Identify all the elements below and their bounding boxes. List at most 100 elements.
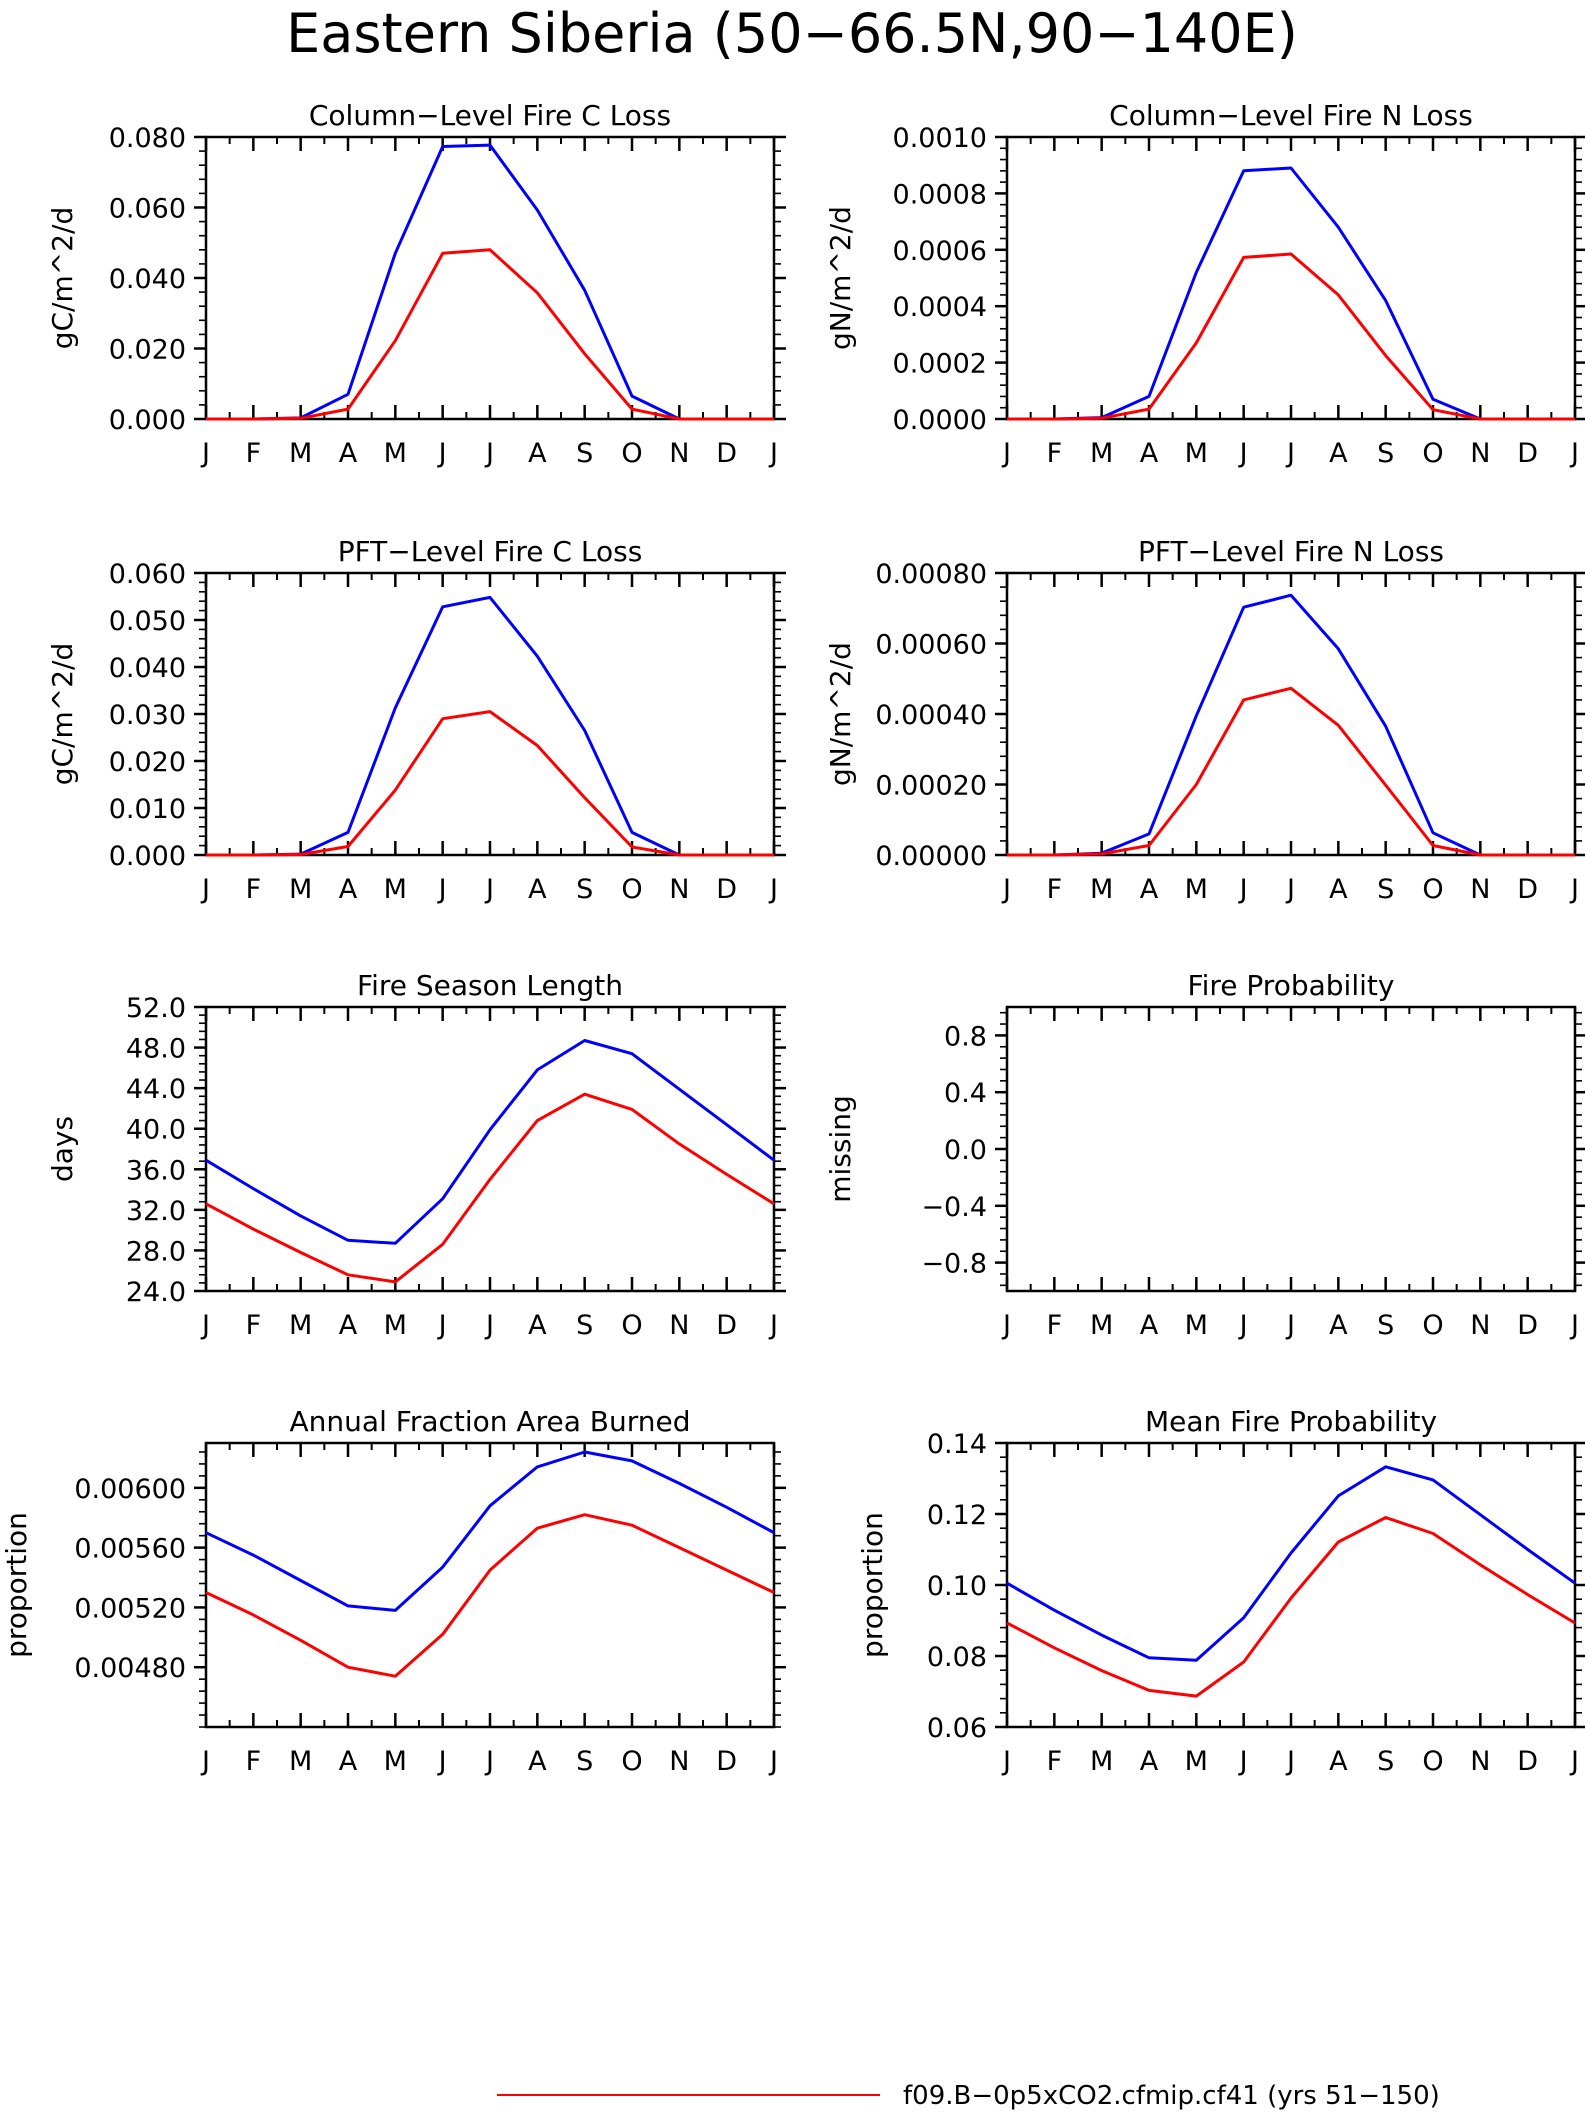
plot-frame	[1005, 571, 1577, 857]
series-line	[206, 710, 774, 857]
x-tick-label: S	[576, 438, 593, 469]
y-tick-label: 36.0	[126, 1155, 186, 1186]
y-tick-label: 0.4	[944, 1078, 987, 1109]
series-line	[205, 1092, 775, 1284]
chart-title: PFT−Level Fire C Loss	[338, 535, 643, 568]
y-tick-label: −0.4	[921, 1192, 987, 1223]
x-tick-label: M	[289, 438, 312, 469]
x-tick-label: O	[1422, 438, 1443, 469]
x-tick-label: J	[1001, 874, 1011, 905]
x-tick-label: J	[1238, 1746, 1248, 1777]
x-tick-label: O	[1422, 1310, 1443, 1341]
x-tick-label: J	[768, 438, 778, 469]
x-tick-label: M	[289, 1746, 312, 1777]
y-tick-label: 0.00060	[875, 630, 987, 661]
x-tick-label: J	[1001, 1310, 1011, 1341]
chart-title: Mean Fire Probability	[1145, 1405, 1437, 1438]
x-tick-label: M	[1090, 874, 1113, 905]
chart-title: Annual Fraction Area Burned	[290, 1405, 691, 1438]
x-tick-label: J	[437, 1310, 447, 1341]
x-tick-label: M	[384, 1310, 407, 1341]
y-tick-label: 32.0	[126, 1196, 186, 1227]
series-line	[206, 248, 774, 421]
x-tick-label: O	[621, 874, 642, 905]
y-tick-label: −0.8	[921, 1249, 987, 1280]
x-tick-label: N	[669, 874, 689, 905]
y-tick-label: 0.080	[109, 123, 186, 154]
plot-frame	[204, 1441, 776, 1729]
legend-label: f09.B−0p5xCO2.cfmip.cf41 (yrs 51−150)	[903, 2081, 1440, 2111]
x-tick-label: J	[1238, 874, 1248, 905]
y-axis-label: missing	[824, 1095, 857, 1203]
y-tick-label: 0.010	[109, 794, 186, 825]
series-line	[1007, 252, 1575, 421]
x-tick-label: J	[1569, 874, 1579, 905]
x-tick-label: J	[484, 1746, 494, 1777]
x-tick-label: J	[484, 438, 494, 469]
x-tick-label: M	[384, 438, 407, 469]
chart-title: Column−Level Fire C Loss	[309, 99, 671, 132]
y-tick-label: 0.0008	[893, 179, 987, 210]
y-axis-label: proportion	[856, 1512, 889, 1658]
series-line	[1007, 166, 1575, 421]
x-tick-label: F	[1047, 1310, 1063, 1341]
series-line	[1006, 1516, 1576, 1698]
x-tick-label: N	[1470, 1310, 1490, 1341]
y-tick-label: 0.00020	[875, 771, 987, 802]
x-tick-label: J	[484, 1310, 494, 1341]
x-tick-label: J	[200, 1746, 210, 1777]
x-tick-label: J	[437, 438, 447, 469]
y-tick-label: 48.0	[126, 1034, 186, 1065]
x-tick-label: N	[1470, 438, 1490, 469]
x-tick-label: S	[1377, 1310, 1394, 1341]
x-tick-label: A	[1329, 874, 1348, 905]
x-tick-label: A	[528, 438, 547, 469]
y-tick-label: 0.0006	[893, 236, 987, 267]
x-tick-label: M	[289, 874, 312, 905]
x-tick-label: J	[1285, 1310, 1295, 1341]
x-tick-label: O	[1422, 874, 1443, 905]
y-tick-label: 0.060	[109, 194, 186, 225]
y-tick-label: 28.0	[126, 1236, 186, 1267]
y-tick-label: 0.0000	[893, 405, 987, 436]
y-tick-label: 0.0010	[893, 123, 987, 154]
x-tick-label: D	[1517, 438, 1538, 469]
x-tick-label: J	[1285, 1746, 1295, 1777]
y-tick-label: 52.0	[126, 993, 186, 1024]
x-tick-label: J	[200, 1310, 210, 1341]
y-tick-label: 24.0	[126, 1277, 186, 1308]
x-tick-label: D	[716, 438, 737, 469]
y-tick-label: 0.10	[927, 1571, 987, 1602]
x-tick-label: J	[1285, 438, 1295, 469]
y-tick-label: 0.8	[944, 1021, 987, 1052]
x-tick-label: J	[768, 874, 778, 905]
x-tick-label: J	[1285, 874, 1295, 905]
x-tick-label: M	[384, 1746, 407, 1777]
y-axis-label: proportion	[0, 1512, 33, 1658]
x-tick-label: A	[339, 1746, 358, 1777]
x-tick-label: J	[768, 1746, 778, 1777]
x-tick-label: S	[576, 1310, 593, 1341]
x-tick-label: J	[1569, 438, 1579, 469]
y-tick-label: 0.00600	[74, 1474, 186, 1505]
x-tick-label: J	[1238, 1310, 1248, 1341]
y-tick-label: 0.00520	[74, 1593, 186, 1624]
x-tick-label: F	[246, 1746, 262, 1777]
x-tick-label: O	[621, 1746, 642, 1777]
x-tick-label: F	[246, 874, 262, 905]
y-tick-label: 0.00000	[875, 841, 987, 872]
plot-frame	[204, 571, 776, 857]
y-axis-label: gN/m^2/d	[824, 642, 857, 786]
x-tick-label: N	[669, 1746, 689, 1777]
x-tick-label: A	[1140, 438, 1159, 469]
x-tick-label: A	[1140, 1746, 1159, 1777]
x-tick-label: A	[1140, 1310, 1159, 1341]
plot-frame	[1005, 1441, 1577, 1729]
